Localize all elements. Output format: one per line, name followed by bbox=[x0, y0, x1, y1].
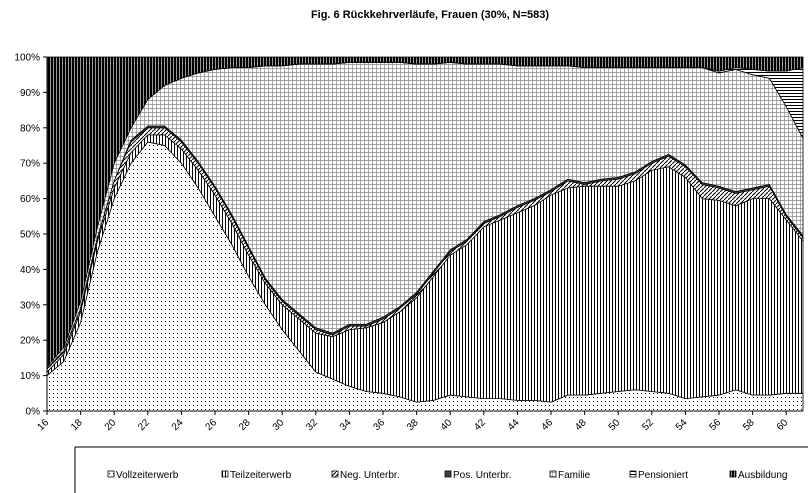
x-tick-label: 30 bbox=[271, 417, 287, 433]
legend-label: Pos. Unterbr. bbox=[453, 470, 511, 481]
x-tick-label: 20 bbox=[103, 417, 119, 433]
legend-swatch bbox=[729, 470, 737, 478]
x-tick-label: 38 bbox=[405, 417, 421, 433]
x-tick-label: 32 bbox=[304, 417, 320, 433]
x-tick-label: 28 bbox=[237, 417, 253, 433]
legend: Vollzeiterwerb Teilzeiterwerb Neg. Unterbr… bbox=[107, 470, 787, 481]
y-tick-label: 40% bbox=[20, 265, 40, 276]
x-tick-label: 54 bbox=[674, 417, 690, 433]
x-tick-label: 22 bbox=[136, 417, 152, 433]
y-tick-label: 90% bbox=[20, 88, 40, 99]
plot-area: 0% 10% 20% 30% 40% 50% 60% 70% 80% 90% 100% 16 18 20 2… bbox=[14, 53, 804, 433]
legend-label: Ausbildung bbox=[738, 470, 787, 481]
legend-swatch bbox=[221, 470, 229, 478]
y-tick-label: 50% bbox=[20, 230, 40, 241]
x-tick-label: 36 bbox=[371, 417, 387, 433]
y-tick-label: 70% bbox=[20, 159, 40, 170]
legend-label: Pensioniert bbox=[638, 470, 688, 481]
legend-label: Familie bbox=[558, 470, 591, 481]
x-tick-label: 44 bbox=[506, 417, 522, 433]
y-tick-label: 60% bbox=[20, 194, 40, 205]
legend-label: Teilzeiterwerb bbox=[230, 470, 292, 481]
legend-box bbox=[74, 446, 808, 493]
x-tick-label: 26 bbox=[203, 417, 219, 433]
x-tick-label: 42 bbox=[472, 417, 488, 433]
x-tick-label: 58 bbox=[741, 417, 757, 433]
chart-title: Fig. 6 Rückkehrverläufe, Frauen (30%, N=… bbox=[311, 9, 549, 21]
y-tick-label: 30% bbox=[20, 300, 40, 311]
legend-swatch bbox=[331, 470, 339, 478]
legend-label: Neg. Unterbr. bbox=[340, 470, 399, 481]
x-tick-label: 52 bbox=[640, 417, 656, 433]
legend-swatch bbox=[107, 470, 115, 478]
y-tick-label: 10% bbox=[20, 371, 40, 382]
legend-swatch bbox=[444, 470, 452, 478]
x-tick-label: 46 bbox=[539, 417, 555, 433]
legend-swatch bbox=[629, 470, 637, 478]
x-tick-label: 24 bbox=[170, 417, 186, 433]
x-tick-label: 60 bbox=[775, 417, 791, 433]
x-tick-label: 34 bbox=[338, 417, 354, 433]
legend-label: Vollzeiterwerb bbox=[116, 470, 179, 481]
x-tick-label: 48 bbox=[573, 417, 589, 433]
y-tick-label: 100% bbox=[14, 53, 40, 64]
x-tick-label: 18 bbox=[69, 417, 85, 433]
x-tick-label: 56 bbox=[707, 417, 723, 433]
x-tick-label: 16 bbox=[35, 417, 51, 433]
y-tick-label: 80% bbox=[20, 123, 40, 134]
legend-swatch bbox=[549, 470, 557, 478]
x-tick-label: 40 bbox=[439, 417, 455, 433]
y-tick-label: 0% bbox=[26, 407, 41, 418]
x-tick-label: 50 bbox=[607, 417, 623, 433]
area bbox=[46, 56, 804, 368]
y-tick-label: 20% bbox=[20, 336, 40, 347]
